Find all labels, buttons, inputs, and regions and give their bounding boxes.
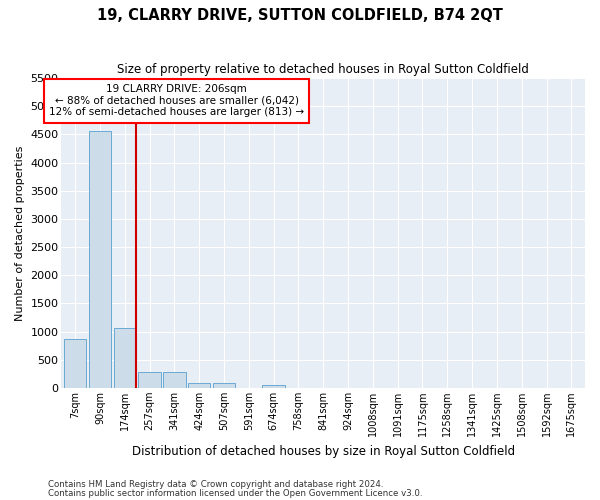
Text: 19, CLARRY DRIVE, SUTTON COLDFIELD, B74 2QT: 19, CLARRY DRIVE, SUTTON COLDFIELD, B74 … (97, 8, 503, 22)
Bar (188, 382, 211, 388)
Y-axis label: Number of detached properties: Number of detached properties (15, 146, 25, 320)
Bar (139, 372, 161, 388)
Bar (262, 384, 285, 388)
Text: Contains public sector information licensed under the Open Government Licence v3: Contains public sector information licen… (48, 488, 422, 498)
Bar (163, 372, 185, 388)
Bar (213, 384, 235, 388)
Bar (89, 131, 111, 388)
X-axis label: Distribution of detached houses by size in Royal Sutton Coldfield: Distribution of detached houses by size … (131, 444, 515, 458)
Bar (113, 328, 136, 388)
Text: 19 CLARRY DRIVE: 206sqm
← 88% of detached houses are smaller (6,042)
12% of semi: 19 CLARRY DRIVE: 206sqm ← 88% of detache… (49, 84, 304, 117)
Text: Contains HM Land Registry data © Crown copyright and database right 2024.: Contains HM Land Registry data © Crown c… (48, 480, 383, 489)
Bar (64, 339, 86, 388)
Title: Size of property relative to detached houses in Royal Sutton Coldfield: Size of property relative to detached ho… (117, 62, 529, 76)
